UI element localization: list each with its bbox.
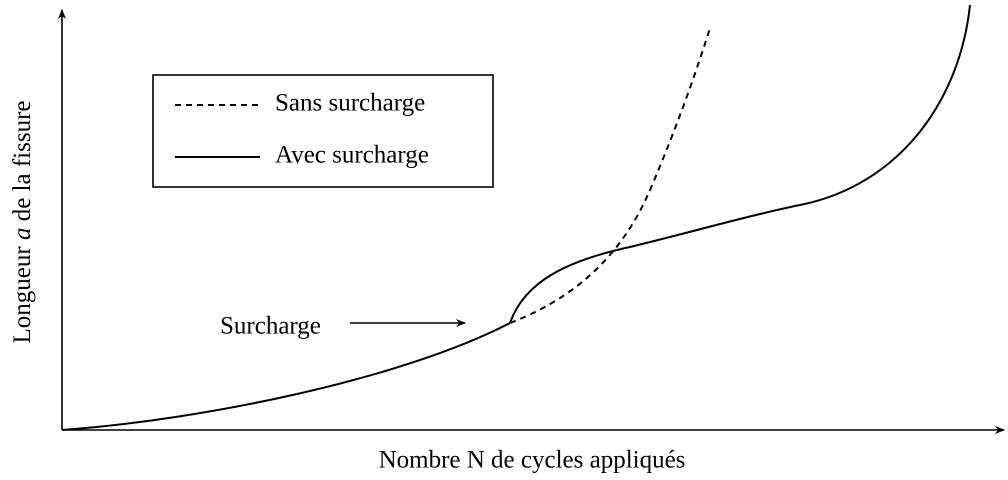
solid-curve	[509, 4, 971, 324]
legend-label: Sans surcharge	[275, 90, 425, 117]
y-axis-label-part: Longueur	[9, 246, 36, 344]
x-axis-label: Nombre N de cycles appliqués	[379, 447, 686, 474]
common-curve	[61, 322, 511, 431]
y-axis-label-variable: a	[9, 228, 36, 241]
dashed-curve	[509, 27, 711, 324]
annotation: Surcharge	[220, 313, 321, 340]
y-axis-label-part: de la fissure	[9, 101, 36, 222]
legend-box	[152, 74, 494, 188]
legend-label: Avec surcharge	[275, 142, 429, 169]
y-axis-label: Longueur a de la fissure	[9, 101, 36, 344]
